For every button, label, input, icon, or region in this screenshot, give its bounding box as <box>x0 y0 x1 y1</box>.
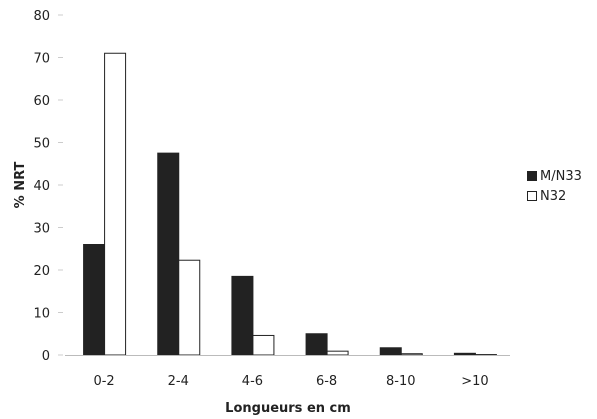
legend-label-series-2: N32 <box>540 188 567 204</box>
x-tick-label: 2-4 <box>168 374 189 389</box>
y-tick-label: 80 <box>33 9 50 24</box>
y-tick-label: 60 <box>33 94 50 109</box>
y-axis-ticks: 0 10 20 30 40 50 60 70 80 <box>33 9 63 364</box>
bar-series-1-6 <box>453 352 476 356</box>
y-axis-title: % NRT <box>13 162 28 209</box>
y-tick-label: 20 <box>33 264 50 279</box>
bars <box>83 52 497 356</box>
x-tick-label: >10 <box>461 374 488 389</box>
x-axis-ticks: 0-2 2-4 4-6 6-8 8-10 >10 <box>93 374 488 389</box>
legend-item-series-1: M/N33 <box>527 166 582 186</box>
legend: M/N33 N32 <box>527 166 582 206</box>
bar-series-2-5 <box>400 353 423 356</box>
y-tick-label: 40 <box>33 179 50 194</box>
bar-series-2-3 <box>252 334 275 356</box>
x-tick-label: 0-2 <box>93 374 114 389</box>
bar-series-1-5 <box>379 347 402 356</box>
legend-swatch-series-2 <box>527 191 537 201</box>
bar-series-2-2 <box>178 259 201 356</box>
bar-series-1-3 <box>231 275 254 356</box>
bar-series-2-1 <box>104 52 127 356</box>
x-tick-label: 8-10 <box>386 374 416 389</box>
bar-series-2-4 <box>326 350 349 356</box>
y-tick-label: 50 <box>33 137 50 152</box>
y-tick-label: 70 <box>33 52 50 67</box>
bar-series-1-4 <box>305 333 328 356</box>
legend-label-series-1: M/N33 <box>540 168 582 184</box>
y-tick-label: 30 <box>33 222 50 237</box>
bar-series-1-1 <box>83 244 106 356</box>
y-tick-label: 0 <box>42 349 50 364</box>
x-axis-title: Longueurs en cm <box>225 401 351 416</box>
bar-series-1-2 <box>157 152 180 356</box>
x-tick-label: 4-6 <box>242 374 263 389</box>
legend-item-series-2: N32 <box>527 186 582 206</box>
x-tick-label: 6-8 <box>316 374 337 389</box>
y-tick-label: 10 <box>33 307 50 322</box>
legend-swatch-series-1 <box>527 171 537 181</box>
